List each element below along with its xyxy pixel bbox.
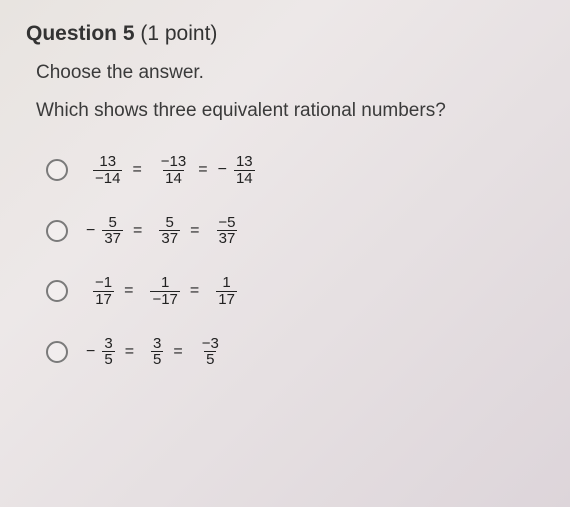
numerator: 1 — [159, 275, 171, 291]
numerator: −13 — [159, 154, 188, 170]
denominator: 5 — [151, 351, 163, 368]
numerator: 3 — [102, 336, 114, 352]
fraction: 3 5 — [102, 336, 114, 369]
denominator: 37 — [159, 230, 180, 247]
fraction: 3 5 — [151, 336, 163, 369]
equals-sign: = — [186, 282, 203, 300]
question-number: Question 5 — [26, 22, 135, 45]
instruction-text: Choose the answer. — [26, 62, 544, 84]
option-c[interactable]: −1 17 = 1 −17 = 1 17 — [46, 275, 544, 308]
term-prefix: − — [86, 222, 96, 240]
equals-sign: = — [169, 343, 186, 361]
fraction: 5 37 — [102, 215, 123, 248]
fraction: −1 17 — [93, 275, 114, 308]
numerator: 13 — [97, 154, 118, 170]
equals-sign: = — [121, 343, 138, 361]
numerator: 1 — [220, 275, 232, 291]
option-d-math: − 3 5 = 3 5 = −3 5 — [86, 336, 221, 369]
fraction: −5 37 — [216, 215, 237, 248]
equals-sign: = — [129, 222, 146, 240]
term-prefix: − — [218, 161, 228, 179]
radio-icon — [46, 159, 68, 181]
option-d[interactable]: − 3 5 = 3 5 = −3 5 — [46, 336, 544, 369]
equals-sign: = — [194, 161, 211, 179]
numerator: 3 — [151, 336, 163, 352]
fraction: −3 5 — [200, 336, 221, 369]
denominator: 5 — [204, 351, 216, 368]
options-group: 13 −14 = −13 14 = − 13 14 − 5 37 = — [26, 154, 544, 368]
denominator: −17 — [150, 291, 179, 308]
term-prefix: − — [86, 343, 96, 361]
numerator: 5 — [107, 215, 119, 231]
option-b-math: − 5 37 = 5 37 = −5 37 — [86, 215, 238, 248]
fraction: 1 −17 — [150, 275, 179, 308]
option-a[interactable]: 13 −14 = −13 14 = − 13 14 — [46, 154, 544, 187]
option-a-math: 13 −14 = −13 14 = − 13 14 — [86, 154, 255, 187]
numerator: −3 — [200, 336, 221, 352]
question-points: (1 point) — [140, 22, 217, 45]
fraction: 5 37 — [159, 215, 180, 248]
option-c-math: −1 17 = 1 −17 = 1 17 — [86, 275, 237, 308]
option-b[interactable]: − 5 37 = 5 37 = −5 37 — [46, 215, 544, 248]
denominator: 17 — [216, 291, 237, 308]
denominator: 37 — [217, 230, 238, 247]
equals-sign: = — [120, 282, 137, 300]
fraction: 13 14 — [234, 154, 255, 187]
fraction: 1 17 — [216, 275, 237, 308]
denominator: 17 — [93, 291, 114, 308]
equals-sign: = — [186, 222, 203, 240]
equals-sign: = — [128, 161, 145, 179]
denominator: 37 — [102, 230, 123, 247]
denominator: 5 — [102, 351, 114, 368]
numerator: −5 — [216, 215, 237, 231]
numerator: −1 — [93, 275, 114, 291]
denominator: −14 — [93, 170, 122, 187]
question-prompt: Which shows three equivalent rational nu… — [26, 100, 544, 122]
fraction: −13 14 — [159, 154, 188, 187]
radio-icon — [46, 280, 68, 302]
numerator: 5 — [164, 215, 176, 231]
radio-icon — [46, 220, 68, 242]
denominator: 14 — [163, 170, 184, 187]
numerator: 13 — [234, 154, 255, 170]
denominator: 14 — [234, 170, 255, 187]
radio-icon — [46, 341, 68, 363]
fraction: 13 −14 — [93, 154, 122, 187]
question-header: Question 5 (1 point) — [26, 22, 544, 46]
